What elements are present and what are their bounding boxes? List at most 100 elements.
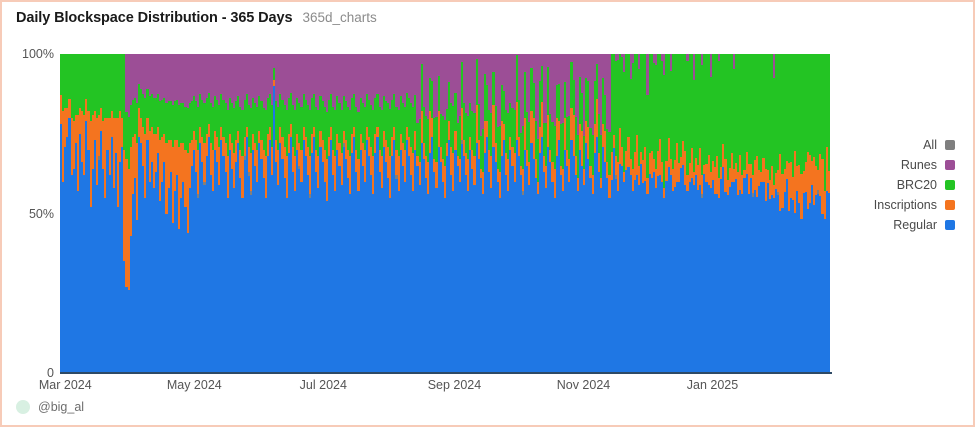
bar-column[interactable] xyxy=(192,54,195,373)
bar-column[interactable] xyxy=(536,54,539,373)
bar-column[interactable] xyxy=(140,54,143,373)
bar-column[interactable] xyxy=(709,54,712,373)
bar-column[interactable] xyxy=(173,54,177,373)
bar-column[interactable] xyxy=(595,54,598,373)
bar-column[interactable] xyxy=(292,54,295,373)
bar-column[interactable] xyxy=(325,54,328,373)
bar-column[interactable] xyxy=(382,54,385,373)
bar-column[interactable] xyxy=(405,54,409,373)
bar-column[interactable] xyxy=(266,54,269,373)
bar-column[interactable] xyxy=(277,54,280,373)
bar-column[interactable] xyxy=(391,54,394,373)
bar-column[interactable] xyxy=(791,53,795,373)
bar-column[interactable] xyxy=(739,54,742,373)
bar-column[interactable] xyxy=(110,54,113,373)
bar-column[interactable] xyxy=(311,54,314,373)
bar-column[interactable] xyxy=(469,54,472,373)
bar-column[interactable] xyxy=(777,54,780,373)
bar-column[interactable] xyxy=(616,54,619,373)
bar-column[interactable] xyxy=(477,54,480,373)
bar-column[interactable] xyxy=(462,54,465,373)
bar-column[interactable] xyxy=(692,54,695,373)
bar-column[interactable] xyxy=(538,54,541,373)
legend-item-inscriptions[interactable]: Inscriptions xyxy=(874,198,955,212)
bar-column[interactable] xyxy=(564,54,567,373)
bar-column[interactable] xyxy=(169,54,172,373)
bar-column[interactable] xyxy=(494,54,497,373)
bar-column[interactable] xyxy=(555,54,558,373)
bar-column[interactable] xyxy=(524,54,527,373)
bar-column[interactable] xyxy=(378,54,381,373)
bar-column[interactable] xyxy=(281,54,284,373)
legend-item-regular[interactable]: Regular xyxy=(893,218,955,232)
bar-column[interactable] xyxy=(665,53,668,373)
bar-column[interactable] xyxy=(783,54,786,373)
bar-column[interactable] xyxy=(551,54,554,373)
bar-column[interactable] xyxy=(559,54,563,373)
bar-column[interactable] xyxy=(171,54,174,373)
bar-column[interactable] xyxy=(751,54,754,373)
bar-column[interactable] xyxy=(226,54,229,373)
bar-column[interactable] xyxy=(701,54,704,373)
bar-column[interactable] xyxy=(716,54,719,373)
bar-column[interactable] xyxy=(342,54,345,373)
bar-column[interactable] xyxy=(656,54,660,373)
bar-column[interactable] xyxy=(724,54,727,373)
bar-column[interactable] xyxy=(543,54,546,373)
bar-column[interactable] xyxy=(211,54,214,373)
bar-column[interactable] xyxy=(745,54,748,373)
bar-column[interactable] xyxy=(195,54,198,373)
bar-column[interactable] xyxy=(646,54,649,373)
bar-column[interactable] xyxy=(81,54,84,373)
bar-column[interactable] xyxy=(441,54,444,373)
bar-column[interactable] xyxy=(606,54,609,373)
bar-column[interactable] xyxy=(412,54,415,373)
bar-column[interactable] xyxy=(176,54,179,373)
bar-column[interactable] xyxy=(530,54,533,373)
bar-column[interactable] xyxy=(85,54,88,373)
bar-column[interactable] xyxy=(116,54,120,373)
bar-column[interactable] xyxy=(819,54,822,373)
bar-column[interactable] xyxy=(207,54,210,373)
bar-column[interactable] xyxy=(260,54,263,373)
bar-column[interactable] xyxy=(473,54,476,373)
bar-column[interactable] xyxy=(102,54,105,373)
bar-column[interactable] xyxy=(568,54,571,373)
bar-column[interactable] xyxy=(336,54,339,373)
bar-column[interactable] xyxy=(308,54,312,373)
bar-column[interactable] xyxy=(456,54,459,373)
bar-column[interactable] xyxy=(699,54,702,373)
bar-column[interactable] xyxy=(540,54,544,373)
bar-column[interactable] xyxy=(243,54,246,373)
bar-column[interactable] xyxy=(475,54,478,373)
bar-column[interactable] xyxy=(262,54,265,373)
bar-column[interactable] xyxy=(108,54,111,373)
bar-column[interactable] xyxy=(821,54,824,373)
bar-column[interactable] xyxy=(553,54,556,373)
bar-column[interactable] xyxy=(131,54,134,373)
bar-column[interactable] xyxy=(245,54,248,373)
bar-column[interactable] xyxy=(663,54,666,373)
bar-column[interactable] xyxy=(713,54,717,373)
legend-item-runes[interactable]: Runes xyxy=(901,158,955,172)
bar-column[interactable] xyxy=(511,54,514,373)
bar-column[interactable] xyxy=(152,54,155,373)
bar-column[interactable] xyxy=(633,54,636,373)
bar-column[interactable] xyxy=(289,54,293,373)
bar-column[interactable] xyxy=(435,54,438,373)
bar-column[interactable] xyxy=(794,54,797,373)
bar-column[interactable] xyxy=(585,54,588,373)
bar-column[interactable] xyxy=(490,54,493,373)
bar-column[interactable] xyxy=(365,54,368,373)
bar-column[interactable] xyxy=(726,54,729,373)
bar-column[interactable] xyxy=(91,54,94,373)
bar-column[interactable] xyxy=(161,54,164,373)
bar-column[interactable] xyxy=(138,54,141,373)
bar-column[interactable] xyxy=(521,54,525,373)
bar-column[interactable] xyxy=(735,54,738,373)
bar-column[interactable] xyxy=(650,54,653,373)
bar-column[interactable] xyxy=(70,54,73,373)
bar-column[interactable] xyxy=(509,54,512,373)
bar-column[interactable] xyxy=(348,54,352,373)
bar-column[interactable] xyxy=(631,54,634,373)
